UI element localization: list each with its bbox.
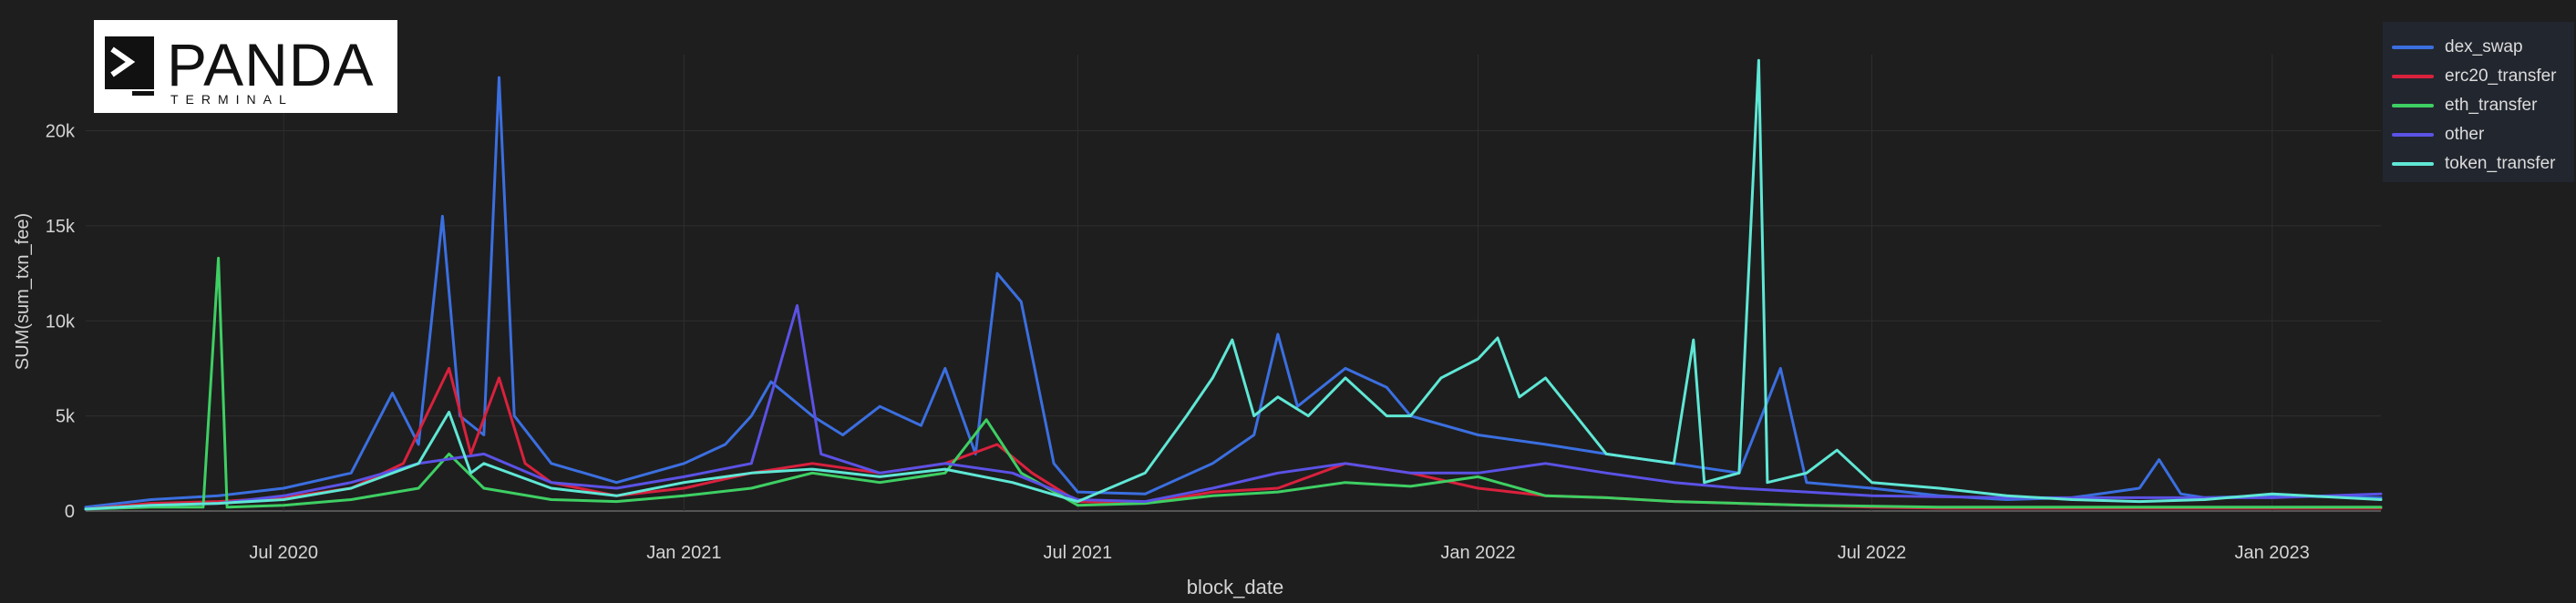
y-tick-label: 20k [46, 122, 76, 142]
legend-swatch [2392, 75, 2434, 78]
legend-item-erc20_transfer[interactable]: erc20_transfer [2392, 62, 2574, 91]
axes: 0 5k 10k 15k 20k Jul 2020 Jan 2021 Jul 2021 Jan … [46, 122, 2310, 564]
x-tick-label: Jan 2022 [1440, 543, 1515, 563]
series-line-token_transfer [84, 58, 2383, 511]
series-line-dex_swap [84, 76, 2383, 509]
legend-swatch [2392, 133, 2434, 137]
legend-swatch [2392, 46, 2434, 49]
series-line-erc20_transfer [84, 366, 2383, 511]
legend-item-eth_transfer[interactable]: eth_transfer [2392, 91, 2574, 120]
legend-label: erc20_transfer [2445, 66, 2557, 86]
legend-swatch [2392, 162, 2434, 166]
legend-label: token_transfer [2445, 154, 2556, 173]
series-line-other [84, 304, 2383, 511]
legend-label: dex_swap [2445, 37, 2523, 56]
x-tick-label: Jan 2023 [2235, 543, 2310, 563]
x-tick-label: Jul 2022 [1838, 543, 1907, 563]
series-line-eth_transfer [84, 256, 2383, 511]
x-tick-label: Jul 2020 [249, 543, 318, 563]
y-axis-title: SUM(sum_txn_fee) [13, 213, 33, 370]
grid-lines [86, 55, 2381, 512]
y-tick-label: 10k [46, 312, 76, 332]
y-tick-label: 0 [65, 502, 75, 522]
legend-item-token_transfer[interactable]: token_transfer [2392, 149, 2574, 179]
series-lines [84, 58, 2383, 511]
legend-label: other [2445, 125, 2485, 144]
legend-item-other[interactable]: other [2392, 120, 2574, 149]
terminal-prompt-icon [105, 36, 154, 96]
logo-subtitle: TERMINAL [170, 92, 294, 107]
legend-swatch [2392, 104, 2434, 107]
logo-title: PANDA [167, 31, 375, 98]
y-tick-label: 15k [46, 217, 76, 237]
y-tick-label: 5k [56, 407, 76, 427]
legend-item-dex_swap[interactable]: dex_swap [2392, 33, 2574, 62]
x-tick-label: Jan 2021 [646, 543, 721, 563]
panda-terminal-logo: PANDA TERMINAL [94, 20, 397, 113]
legend-label: eth_transfer [2445, 96, 2538, 115]
x-tick-label: Jul 2021 [1044, 543, 1113, 563]
x-axis-title: block_date [1187, 576, 1283, 598]
